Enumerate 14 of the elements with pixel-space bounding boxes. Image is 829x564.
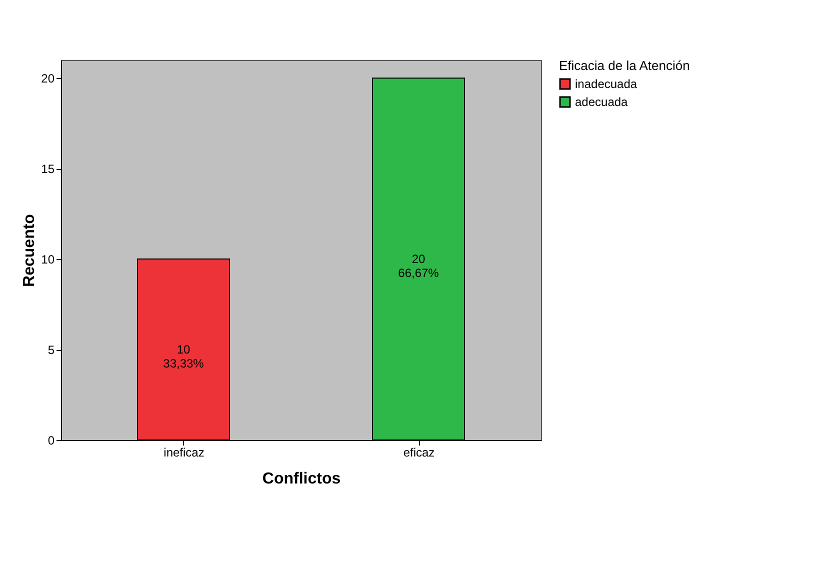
y-tick-label: 5	[48, 343, 55, 358]
y-tick-label: 20	[41, 72, 55, 86]
legend-title: Eficacia de la Atención	[559, 58, 690, 73]
data-label: 10 33,33%	[163, 342, 204, 371]
legend-label: inadecuada	[575, 77, 638, 91]
y-axis-title: Recuento	[21, 214, 38, 287]
y-tick-label: 15	[41, 162, 55, 176]
y-tick-label: 0	[48, 434, 55, 448]
x-axis-title: Conflictos	[262, 470, 341, 488]
data-label: 20 66,67%	[398, 252, 440, 280]
x-tick-label: ineficaz	[164, 446, 204, 460]
legend-label: adecuada	[575, 95, 628, 109]
y-tick-label: 10	[41, 252, 55, 267]
x-tick-label: eficaz	[403, 446, 435, 460]
